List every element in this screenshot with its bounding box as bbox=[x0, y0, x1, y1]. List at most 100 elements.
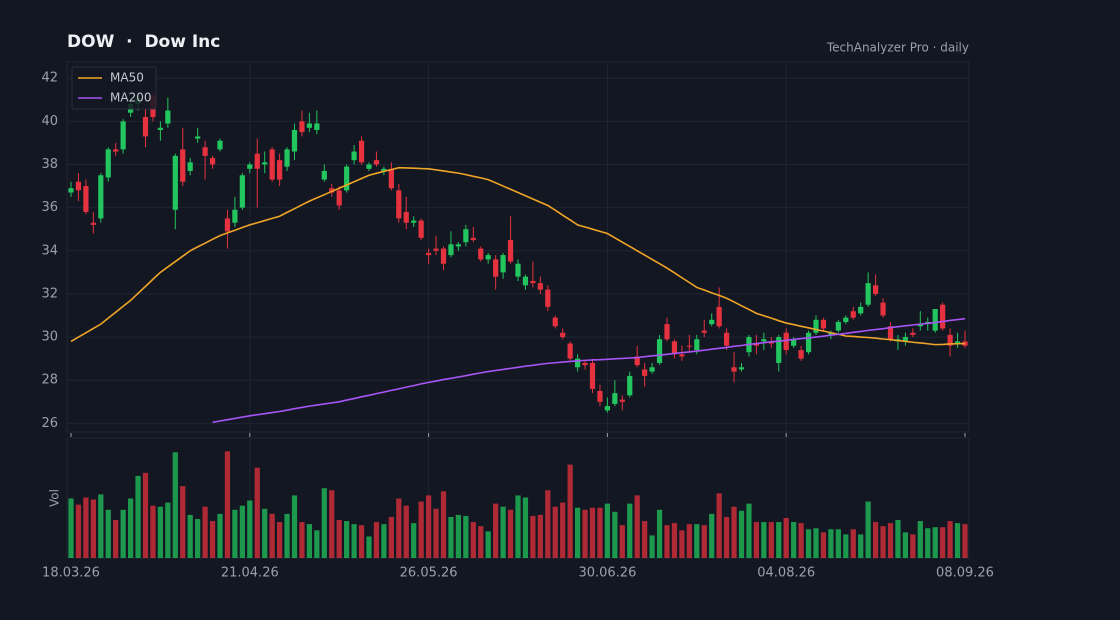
candle-body bbox=[314, 123, 320, 130]
candle-body bbox=[217, 140, 223, 150]
candle-body bbox=[105, 149, 111, 178]
volume-bar bbox=[425, 495, 432, 558]
volume-bar bbox=[195, 519, 201, 558]
candle-body bbox=[813, 319, 819, 333]
volume-bar bbox=[954, 523, 961, 558]
volume-bar bbox=[127, 498, 134, 558]
volume-bar bbox=[813, 528, 819, 558]
candle-body bbox=[75, 181, 82, 191]
candle-body bbox=[202, 147, 208, 156]
chart-title: DOW · Dow Inc bbox=[67, 32, 220, 52]
candle-body bbox=[783, 332, 789, 351]
volume-bar bbox=[217, 513, 223, 558]
volume-bar bbox=[373, 522, 380, 558]
candle-body bbox=[247, 164, 253, 169]
volume-bar bbox=[597, 507, 603, 558]
volume-bar bbox=[642, 521, 648, 558]
volume-bar bbox=[232, 509, 238, 558]
candle-body bbox=[753, 343, 760, 346]
candle-body bbox=[664, 324, 670, 340]
candle-body bbox=[403, 211, 409, 223]
candle-body bbox=[522, 276, 529, 286]
candle-body bbox=[165, 110, 171, 124]
candle-body bbox=[843, 317, 849, 322]
volume-bar bbox=[254, 467, 260, 558]
candle-body bbox=[180, 149, 186, 182]
candle-body bbox=[701, 330, 707, 333]
candle-body bbox=[284, 149, 290, 167]
volume-bar bbox=[634, 495, 640, 558]
volume-bar bbox=[262, 508, 268, 558]
candle-body bbox=[373, 160, 380, 165]
volume-bar bbox=[612, 511, 618, 558]
candle-body bbox=[470, 237, 476, 240]
candle-body bbox=[515, 263, 521, 277]
volume-bar bbox=[887, 523, 894, 558]
volume-bar bbox=[83, 497, 89, 558]
candle-body bbox=[276, 160, 283, 180]
candle-body bbox=[776, 337, 782, 363]
volume-bar bbox=[381, 524, 387, 558]
volume-bar bbox=[902, 532, 909, 558]
volume-bar bbox=[522, 497, 529, 558]
candle-body bbox=[902, 337, 909, 342]
candle-body bbox=[209, 158, 216, 165]
volume-label: Vol bbox=[48, 489, 62, 507]
candle-body bbox=[388, 168, 394, 189]
volume-bar bbox=[507, 509, 514, 558]
volume-bar bbox=[530, 515, 536, 558]
volume-bar bbox=[582, 509, 588, 558]
candle-body bbox=[582, 362, 588, 366]
x-tick-label: 21.04.26 bbox=[221, 566, 279, 581]
candle-body bbox=[649, 367, 655, 372]
volume-bar bbox=[880, 526, 886, 558]
candle-body bbox=[679, 354, 685, 357]
volume-bar bbox=[872, 522, 879, 558]
volume-bar bbox=[843, 534, 849, 558]
volume-bar bbox=[172, 452, 178, 558]
candle-body bbox=[157, 127, 164, 130]
volume-bar bbox=[314, 530, 320, 558]
candle-body bbox=[962, 341, 968, 346]
volume-bar bbox=[709, 513, 715, 558]
candle-body bbox=[805, 332, 812, 353]
volume-bar bbox=[850, 529, 856, 558]
candle-body bbox=[761, 339, 767, 342]
volume-bar bbox=[828, 529, 834, 558]
candle-body bbox=[366, 164, 372, 169]
volume-bar bbox=[98, 494, 104, 558]
volume-bar bbox=[858, 534, 864, 558]
candle-body bbox=[932, 309, 938, 331]
candle-body bbox=[940, 304, 946, 329]
candle-body bbox=[262, 162, 268, 165]
volume-bar bbox=[917, 521, 923, 558]
candle-body bbox=[463, 229, 469, 243]
candle-body bbox=[381, 168, 387, 171]
volume-bar bbox=[552, 506, 558, 558]
candle-body bbox=[433, 248, 439, 251]
price-panel bbox=[66, 61, 970, 433]
candle-body bbox=[828, 332, 834, 335]
volume-bar bbox=[306, 524, 313, 558]
candle-body bbox=[738, 367, 745, 370]
volume-bar bbox=[753, 522, 760, 558]
volume-bar bbox=[649, 535, 655, 558]
volume-bar bbox=[180, 486, 186, 558]
volume-bar bbox=[686, 524, 692, 558]
candle-body bbox=[612, 393, 618, 404]
volume-bar bbox=[731, 506, 737, 558]
volume-bar bbox=[545, 490, 551, 558]
candle-body bbox=[619, 399, 625, 402]
candle-body bbox=[455, 244, 462, 247]
candle-body bbox=[642, 369, 648, 376]
candle-body bbox=[448, 244, 454, 256]
candle-body bbox=[478, 248, 484, 260]
y-tick-label: 26 bbox=[41, 416, 58, 431]
volume-bar bbox=[269, 513, 275, 558]
candle-body bbox=[731, 367, 737, 372]
volume-bar bbox=[68, 498, 74, 558]
volume-bar bbox=[157, 506, 164, 558]
candle-body bbox=[560, 332, 566, 338]
y-tick-label: 28 bbox=[41, 373, 58, 388]
volume-bar bbox=[820, 532, 827, 558]
